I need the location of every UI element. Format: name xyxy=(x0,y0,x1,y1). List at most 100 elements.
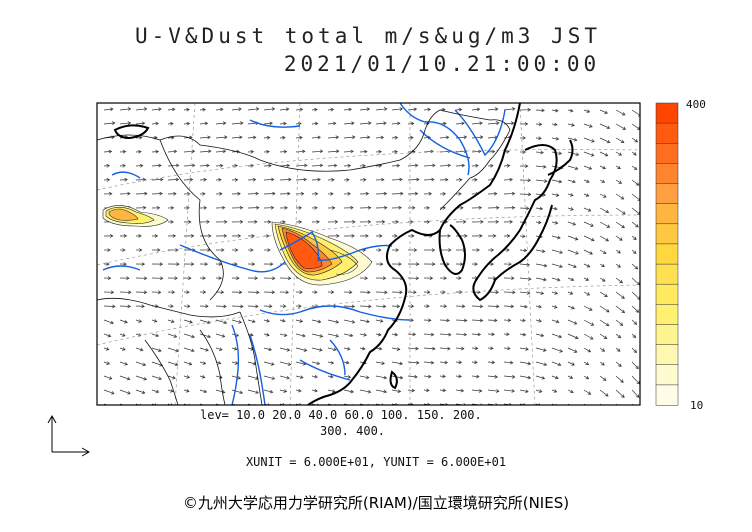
wind-vector-head xyxy=(635,224,639,228)
wind-vector xyxy=(103,108,113,111)
wind-vector xyxy=(583,207,591,212)
wind-vector-head xyxy=(378,149,382,154)
wind-vector-head xyxy=(527,107,531,112)
wind-vector-head xyxy=(256,290,260,295)
wind-vector-head xyxy=(574,166,579,170)
wind-vector-head xyxy=(335,334,340,338)
wind-vector xyxy=(199,361,206,365)
wind-vector xyxy=(375,305,386,307)
wind-vector-head xyxy=(494,107,499,111)
wind-vector-head xyxy=(367,219,372,224)
wind-vector xyxy=(167,179,179,181)
wind-vector xyxy=(599,361,605,366)
wind-vector-head xyxy=(447,346,451,351)
wind-vector-head xyxy=(588,166,593,170)
wind-vector xyxy=(407,164,418,167)
wind-vector xyxy=(615,375,624,383)
wind-vector-head xyxy=(443,121,447,126)
wind-vector-head xyxy=(363,333,367,337)
wind-vector-head xyxy=(384,290,388,295)
wind-vector xyxy=(343,122,355,125)
wind-vector-head xyxy=(186,107,190,112)
wind-vector-head xyxy=(604,393,609,397)
colorbar-band xyxy=(655,384,679,406)
wind-vector xyxy=(471,347,478,349)
wind-vector-head xyxy=(336,234,340,238)
wind-vector-head xyxy=(221,248,225,252)
wind-vector-head xyxy=(269,121,273,126)
wind-vector-head xyxy=(606,408,609,411)
wind-vector-head xyxy=(539,206,544,211)
wind-vector-head xyxy=(127,304,131,309)
wind-vector-head xyxy=(474,346,479,351)
wind-vector xyxy=(231,347,237,350)
wind-vector-head xyxy=(589,336,594,340)
wind-vector xyxy=(583,151,594,157)
wind-vector-head xyxy=(490,163,494,168)
wind-vector xyxy=(199,375,205,378)
wind-vector-head xyxy=(604,110,608,114)
wind-vector-head xyxy=(494,374,498,379)
wind-vector-head xyxy=(446,318,450,323)
wind-vector xyxy=(551,347,563,353)
wind-vector xyxy=(455,347,464,350)
wind-vector xyxy=(567,235,578,240)
wind-vector-head xyxy=(413,290,417,295)
wind-vector xyxy=(551,123,558,126)
wind-vector xyxy=(135,137,142,139)
wind-vector-head xyxy=(542,348,547,352)
wind-vector-head xyxy=(299,107,304,112)
wind-vector xyxy=(519,193,531,195)
wind-vector-head xyxy=(463,318,468,323)
wind-vector-head xyxy=(189,177,194,182)
wind-vector xyxy=(135,122,145,125)
wind-vector-head xyxy=(522,318,526,323)
wind-vector xyxy=(311,333,323,337)
wind-vector-head xyxy=(633,321,638,325)
wind-vector xyxy=(631,389,640,398)
wind-vector xyxy=(215,319,227,324)
wind-vector-head xyxy=(506,163,511,168)
wind-vector-head xyxy=(512,107,516,111)
wind-vector-head xyxy=(622,126,627,130)
wind-vector-head xyxy=(479,234,483,238)
wind-vector-head xyxy=(220,107,224,112)
wind-vector-head xyxy=(127,391,131,395)
wind-vector-head xyxy=(139,163,144,168)
wind-vector xyxy=(199,347,209,351)
wind-vector-head xyxy=(158,107,162,112)
wind-vector xyxy=(535,305,542,308)
coastlines xyxy=(113,103,574,405)
wind-vector xyxy=(135,165,143,167)
wind-vector-head xyxy=(239,135,243,140)
wind-vector xyxy=(199,136,211,139)
wind-vector xyxy=(599,249,607,254)
wind-vector xyxy=(583,263,590,268)
wind-vector xyxy=(535,151,544,154)
wind-vector-head xyxy=(496,205,500,210)
wind-vector-head xyxy=(573,264,577,268)
wind-vector-head xyxy=(111,405,114,408)
wind-vector xyxy=(631,305,639,313)
wind-vector-head xyxy=(571,123,575,127)
wind-vector xyxy=(279,333,287,337)
wind-vector xyxy=(343,389,354,393)
wind-vector xyxy=(295,108,303,111)
wind-vector-head xyxy=(590,153,595,157)
wind-vector-head xyxy=(412,332,417,337)
contour-levels-line2: 300. 400. xyxy=(320,424,386,438)
wind-vector-head xyxy=(558,151,563,156)
wind-vector xyxy=(551,375,559,379)
wind-vector-head xyxy=(525,347,529,351)
wind-vector-head xyxy=(414,191,419,196)
wind-vector-head xyxy=(219,347,223,351)
wind-vector xyxy=(359,375,369,379)
wind-vector-head xyxy=(432,346,436,351)
colorbar-band xyxy=(655,223,679,245)
wind-vector-head xyxy=(202,107,206,112)
wind-vector-head xyxy=(396,347,401,351)
wind-vector-head xyxy=(587,391,592,395)
wind-vector-head xyxy=(170,389,174,393)
wind-vector-head xyxy=(106,163,110,168)
wind-vector-head xyxy=(524,122,529,126)
